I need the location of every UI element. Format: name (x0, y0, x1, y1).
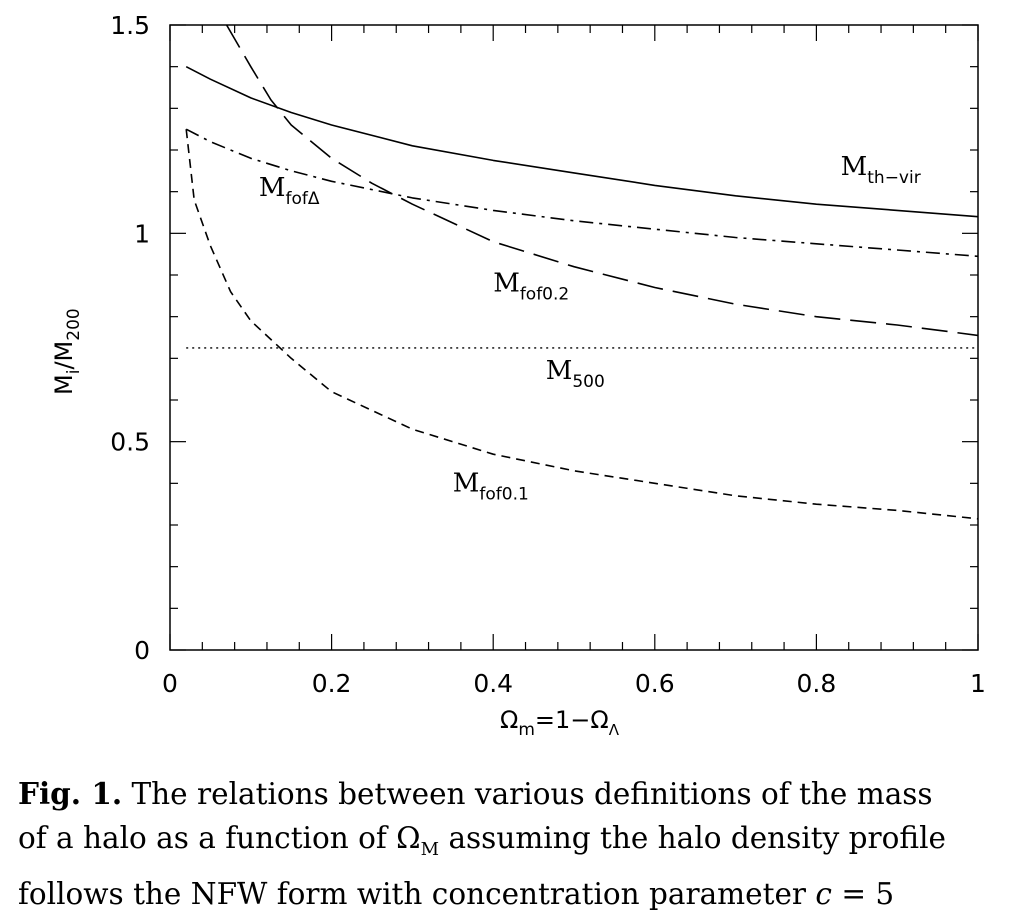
caption-label: Fig. 1. (18, 776, 123, 811)
figure-caption: Fig. 1. The relations between various de… (18, 772, 1023, 916)
caption-line-2: of a halo as a function of ΩM assuming t… (18, 816, 1023, 872)
y-tick-label: 0.5 (110, 428, 150, 457)
y-tick-label: 1.5 (110, 11, 150, 40)
x-tick-label: 1 (970, 669, 986, 698)
y-tick-label: 0 (134, 636, 150, 665)
tick-labels: 0 0.2 0.4 0.6 0.8 1 0 0.5 1 1.5 (110, 11, 986, 698)
series-labels: Mth−vir MfofΔ Mfof0.2 M500 Mfof0.1 (259, 152, 921, 505)
x-tick-label: 0.2 (312, 669, 352, 698)
series-label-M_th-vir: Mth−vir (841, 152, 921, 188)
x-tick-label: 0.8 (797, 669, 837, 698)
series-label-M_fofΔ: MfofΔ (259, 173, 320, 209)
series-label-M_fof0.2: Mfof0.2 (493, 269, 569, 305)
plot-frame (169, 24, 979, 651)
x-tick-label: 0 (162, 669, 178, 698)
caption-text-2b: assuming the halo density profile (439, 821, 946, 855)
x-axis-label: Ωm=1−ΩΛ (500, 706, 620, 740)
caption-line-1: Fig. 1. The relations between various de… (18, 772, 1023, 816)
y-tick-label: 1 (134, 219, 150, 248)
caption-line-3: follows the NFW form with concentration … (18, 872, 1023, 916)
x-tick-label: 0.6 (635, 669, 675, 698)
series-line-M_th-vir (185, 65, 978, 218)
axis-ticks (169, 24, 979, 651)
y-axis-label: Mi/M200 (50, 308, 84, 395)
series-line-M_fof0.1 (185, 129, 978, 520)
chart: Mth−vir MfofΔ Mfof0.2 M500 Mfof0.1 0 0.2 0.4 0.… (50, 11, 986, 740)
caption-text-1: The relations between various definition… (122, 777, 933, 811)
caption-subscript: M (420, 838, 440, 860)
series-line-M_fof0.2 (225, 25, 978, 337)
caption-text-3a: follows the NFW form with concentration … (18, 876, 816, 911)
caption-text-3b: = 5 (831, 876, 895, 911)
series-label-M_fof0.1: Mfof0.1 (453, 469, 529, 505)
series-label-M_500: M500 (546, 356, 605, 392)
x-tick-label: 0.4 (473, 669, 513, 698)
caption-text-2a: of a halo as a function of Ω (18, 821, 421, 855)
caption-symbol-c: c (815, 876, 832, 911)
series-lines (185, 25, 978, 520)
series-line-M_fofΔ (185, 128, 978, 258)
